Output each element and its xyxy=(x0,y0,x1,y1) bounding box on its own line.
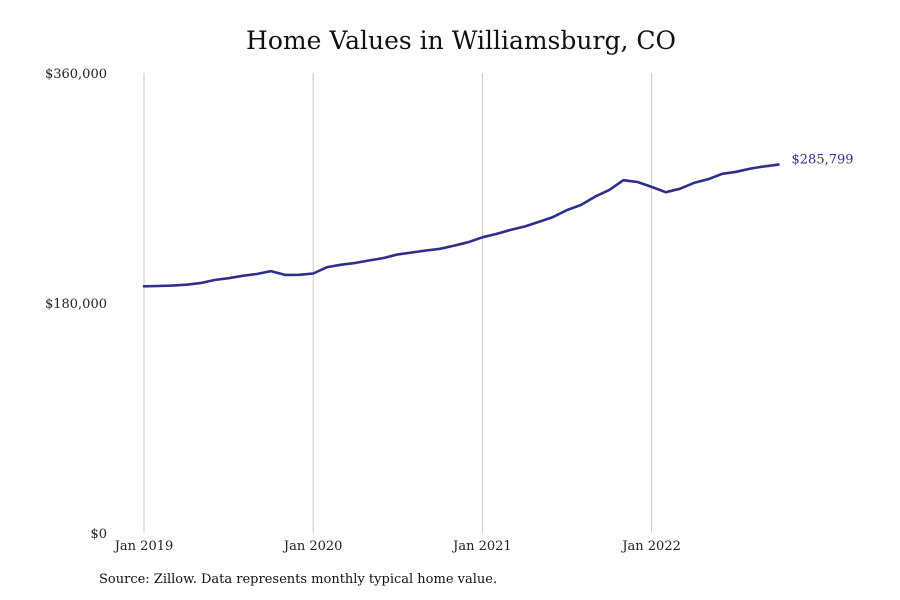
chart-title: Home Values in Williamsburg, CO xyxy=(246,26,676,55)
y-tick-label: $360,000 xyxy=(45,67,107,82)
source-note: Source: Zillow. Data represents monthly … xyxy=(99,572,498,587)
end-value-label: $285,799 xyxy=(792,153,854,168)
x-tick-label: Jan 2020 xyxy=(282,539,343,554)
series-line xyxy=(142,163,780,288)
y-tick-label: $180,000 xyxy=(45,297,107,312)
x-tick-label: Jan 2021 xyxy=(451,539,512,554)
y-tick-label: $0 xyxy=(90,527,107,542)
x-tick-label: Jan 2019 xyxy=(113,539,174,554)
x-tick-label: Jan 2022 xyxy=(620,539,681,554)
